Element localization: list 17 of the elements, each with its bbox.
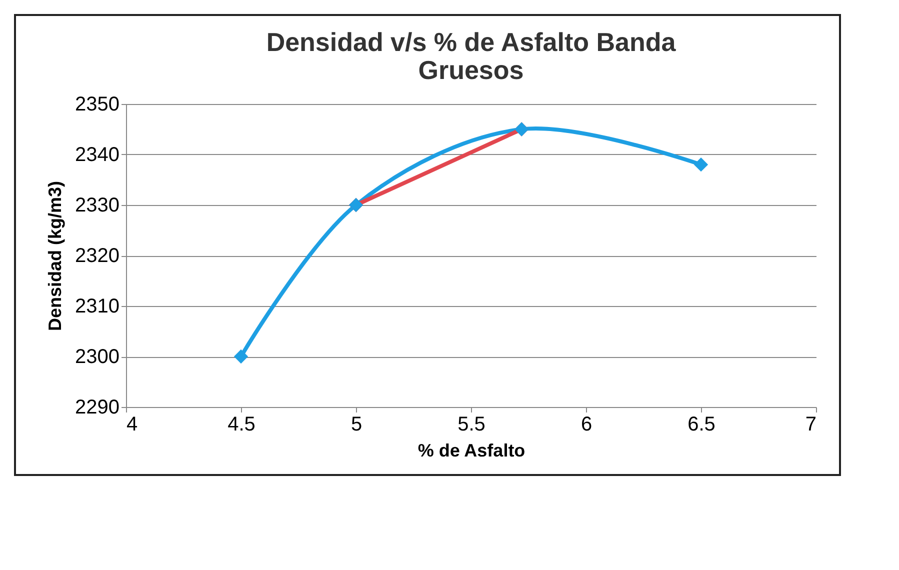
x-tick-label: 4 [126,414,138,436]
x-axis-title: % de Asfalto [418,440,526,460]
x-tick-label: 4.5 [228,414,256,436]
x-tick-label: 6 [580,414,592,436]
y-axis-title: Densidad (kg/m3) [45,180,66,332]
y-tick-label: 2290 [75,396,120,418]
y-tick-label: 2340 [75,144,120,166]
y-tick-label: 2350 [75,94,120,116]
chart-title: Densidad v/s % de Asfalto Banda Gruesos [266,27,676,85]
y-tick-label: 2310 [75,296,120,318]
y-tick-label: 2330 [75,194,120,216]
x-tick-label: 5 [350,414,362,436]
x-tick-label: 6.5 [688,414,716,436]
y-tick-label: 2320 [75,245,120,267]
y-tick-label: 2300 [75,346,120,368]
x-tick-label: 5.5 [458,414,486,436]
x-tick-label: 7 [805,414,816,436]
